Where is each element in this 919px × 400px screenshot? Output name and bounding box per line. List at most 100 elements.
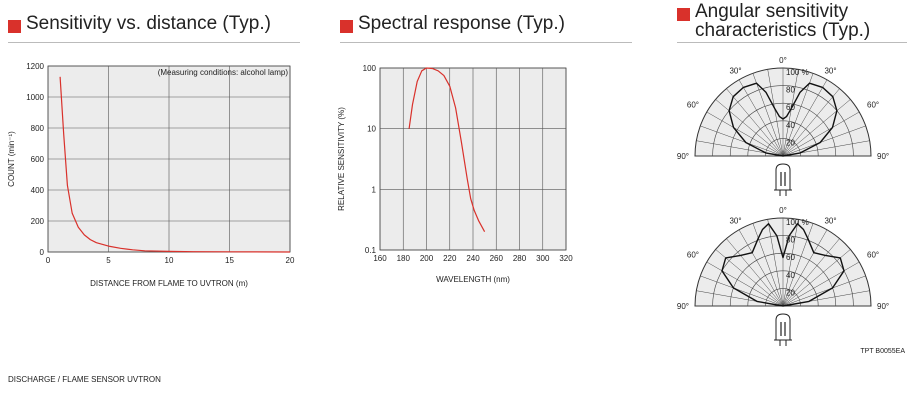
sensitivity-chart: 0 5 10 15 20020040060080010001200(Measuring … <box>7 62 295 288</box>
spoke-line <box>752 73 784 157</box>
spoke-line <box>782 261 860 307</box>
x-tick-label: 0 <box>46 256 51 265</box>
title-divider <box>340 42 632 43</box>
title-marker-icon <box>677 8 690 21</box>
radial-label: 20 <box>786 138 795 147</box>
spoke-line <box>782 99 851 157</box>
sensitivity-curve <box>721 222 845 307</box>
x-tick-label: 160 <box>373 254 387 263</box>
spoke-line <box>726 238 784 307</box>
angle-label: 90° <box>677 302 689 311</box>
angle-label: 60° <box>687 251 699 260</box>
chart-annotation: (Measuring conditions: alcohol lamp) <box>158 68 289 77</box>
x-tick-label: 10 <box>165 256 174 265</box>
spoke-line <box>738 229 784 307</box>
angle-label: 0° <box>779 56 787 65</box>
spoke-line <box>782 69 799 157</box>
radial-label: 100 % <box>786 68 809 77</box>
spoke-line <box>767 219 784 307</box>
title-marker-icon <box>8 20 21 33</box>
x-tick-label: 20 <box>286 256 295 265</box>
x-tick-label: 240 <box>466 254 480 263</box>
y-tick-label: 1000 <box>26 93 44 102</box>
y-tick-label: 0 <box>40 248 45 257</box>
y-tick-label: 600 <box>31 155 45 164</box>
angle-label: 90° <box>677 152 689 161</box>
x-tick-label: 180 <box>397 254 411 263</box>
angle-label: 30° <box>729 217 741 226</box>
x-tick-label: 15 <box>225 256 234 265</box>
spoke-line <box>715 99 784 157</box>
spoke-line <box>700 125 784 157</box>
spoke-line <box>752 223 784 307</box>
title-marker-icon <box>340 20 353 33</box>
spoke-line <box>782 275 866 307</box>
polar-chart: 0° 30° 30° 60° 60° 90° 90° 100 % 80 60 40 20 <box>677 206 889 346</box>
angle-label: 30° <box>729 67 741 76</box>
angle-label: 60° <box>867 251 879 260</box>
y-tick-label: 1 <box>372 185 377 194</box>
series-line <box>408 67 486 232</box>
y-tick-label: 200 <box>31 217 45 226</box>
y-tick-label: 10 <box>367 125 376 134</box>
spoke-line <box>782 223 814 307</box>
uvtron-tube-icon <box>775 163 791 191</box>
angular-title-line1: Angular sensitivity <box>695 1 849 22</box>
angle-label: 30° <box>824 217 836 226</box>
spoke-line <box>782 73 814 157</box>
x-tick-label: 200 <box>420 254 434 263</box>
y-axis-label: RELATIVE SENSITIVITY (%) <box>337 107 346 211</box>
angular-title: Angular sensitivity characteristics (Typ.… <box>677 2 870 40</box>
angle-label: 0° <box>779 206 787 215</box>
y-tick-label: 0.1 <box>365 246 377 255</box>
radial-label: 20 <box>786 288 795 297</box>
radial-label: 80 <box>786 86 795 95</box>
uvtron-tube-icon <box>775 313 791 341</box>
radial-label: 60 <box>786 253 795 262</box>
x-tick-label: 320 <box>559 254 573 263</box>
spoke-line <box>782 219 799 307</box>
x-tick-label: 280 <box>513 254 527 263</box>
x-tick-label: 220 <box>443 254 457 263</box>
radial-label: 60 <box>786 103 795 112</box>
spoke-line <box>782 229 828 307</box>
y-tick-label: 800 <box>31 124 45 133</box>
document-code: TPT B0055EA <box>860 348 905 355</box>
angle-label: 30° <box>824 67 836 76</box>
spoke-line <box>726 88 784 157</box>
sensitivity-curve <box>728 82 838 157</box>
y-axis-label: COUNT (min⁻¹) <box>7 131 16 187</box>
radial-label: 40 <box>786 271 795 280</box>
title-divider <box>8 42 300 43</box>
angle-label: 60° <box>687 101 699 110</box>
angle-label: 90° <box>877 302 889 311</box>
spoke-line <box>782 88 840 157</box>
x-axis-label: WAVELENGTH (nm) <box>436 275 510 284</box>
spoke-line <box>706 261 784 307</box>
x-tick-label: 5 <box>106 256 111 265</box>
spoke-line <box>706 111 784 157</box>
spoke-line <box>782 125 866 157</box>
radial-label: 80 <box>786 236 795 245</box>
series-line <box>59 76 291 253</box>
radial-label: 40 <box>786 121 795 130</box>
y-tick-label: 100 <box>363 64 377 73</box>
radial-label: 100 % <box>786 218 809 227</box>
y-tick-label: 400 <box>31 186 45 195</box>
x-axis-label: DISTANCE FROM FLAME TO UVTRON (m) <box>90 279 248 288</box>
angle-label: 60° <box>867 101 879 110</box>
spoke-line <box>782 238 840 307</box>
polar-chart: 0° 30° 30° 60° 60° 90° 90° 100 % 80 60 40 20 <box>677 56 889 196</box>
spoke-line <box>767 69 784 157</box>
spectral-chart: 160 180 200 220 240 260 280 300 320 0.1 1 10 100 WAVE… <box>337 64 573 284</box>
angle-label: 90° <box>877 152 889 161</box>
spoke-line <box>782 79 828 157</box>
spoke-line <box>782 249 851 307</box>
spoke-line <box>738 79 784 157</box>
x-tick-label: 300 <box>536 254 550 263</box>
angular-title-line2: characteristics (Typ.) <box>695 20 871 41</box>
spoke-line <box>782 111 860 157</box>
sensitivity-title: Sensitivity vs. distance (Typ.) <box>8 14 271 33</box>
spectral-title: Spectral response (Typ.) <box>340 14 565 33</box>
angular-chart: 0° 30° 30° 60° 60° 90° 90° 100 % 80 60 40 20 0° 30° 30… <box>677 56 889 346</box>
